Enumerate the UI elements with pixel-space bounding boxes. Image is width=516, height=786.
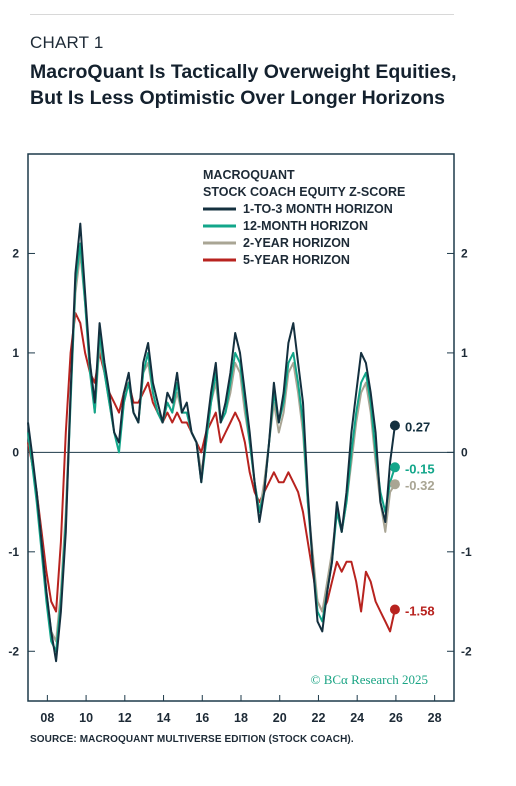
legend-label: 5-YEAR HORIZON bbox=[243, 253, 350, 267]
legend-label: 2-YEAR HORIZON bbox=[243, 236, 350, 250]
y-tick-label-left: 1 bbox=[12, 346, 19, 360]
x-tick-label: 16 bbox=[195, 711, 209, 725]
legend-label: 1-TO-3 MONTH HORIZON bbox=[243, 202, 393, 216]
end-value-label: -1.58 bbox=[405, 604, 435, 619]
x-tick-label: 26 bbox=[389, 711, 403, 725]
y-tick-label-left: 0 bbox=[12, 445, 19, 459]
end-point-marker bbox=[389, 604, 400, 615]
y-tick-label-right: 2 bbox=[461, 246, 468, 260]
end-value-label: -0.15 bbox=[405, 461, 435, 476]
x-tick-label: 14 bbox=[157, 711, 171, 725]
series-line-3 bbox=[27, 252, 396, 643]
source-note: SOURCE: MACROQUANT MULTIVERSE EDITION (S… bbox=[30, 734, 354, 745]
x-tick-label: 22 bbox=[312, 711, 326, 725]
y-tick-label-left: -1 bbox=[8, 545, 19, 559]
x-tick-label: 18 bbox=[234, 711, 248, 725]
end-point-marker bbox=[389, 479, 400, 490]
end-labels: 0.27 -0.15 -0.32 -1.58 bbox=[389, 420, 435, 619]
legend: MACROQUANT STOCK COACH EQUITY Z-SCORE 1-… bbox=[203, 168, 405, 267]
y-tick-label-left: -2 bbox=[8, 644, 19, 658]
series-line-4 bbox=[27, 312, 396, 633]
end-point-marker bbox=[389, 462, 400, 473]
y-tick-label-right: 0 bbox=[461, 445, 468, 459]
x-tick-label: 10 bbox=[79, 711, 93, 725]
y-tick-label-right: -1 bbox=[461, 545, 472, 559]
end-value-label: -0.32 bbox=[405, 478, 435, 493]
x-tick-label: 28 bbox=[428, 711, 442, 725]
x-tick-label: 20 bbox=[273, 711, 287, 725]
top-divider bbox=[30, 14, 454, 15]
legend-subtitle: STOCK COACH EQUITY Z-SCORE bbox=[203, 185, 405, 199]
x-tick-label: 24 bbox=[350, 711, 364, 725]
series-line-1 bbox=[27, 222, 396, 663]
end-value-label: 0.27 bbox=[405, 420, 430, 435]
y-tick-label-right: -2 bbox=[461, 644, 472, 658]
series-line-2 bbox=[27, 242, 396, 653]
chart-number: CHART 1 bbox=[30, 33, 104, 52]
legend-label: 12-MONTH HORIZON bbox=[243, 219, 368, 233]
end-point-marker bbox=[389, 420, 400, 431]
y-tick-label-left: 2 bbox=[12, 246, 19, 260]
x-tick-label: 08 bbox=[40, 711, 54, 725]
x-tick-label: 12 bbox=[118, 711, 132, 725]
y-tick-label-right: 1 bbox=[461, 346, 468, 360]
watermark: © BCα Research 2025 bbox=[311, 672, 428, 687]
chart-title: MacroQuant Is Tactically Overweight Equi… bbox=[30, 61, 457, 109]
legend-title: MACROQUANT bbox=[203, 168, 295, 182]
series-layer bbox=[27, 222, 396, 663]
